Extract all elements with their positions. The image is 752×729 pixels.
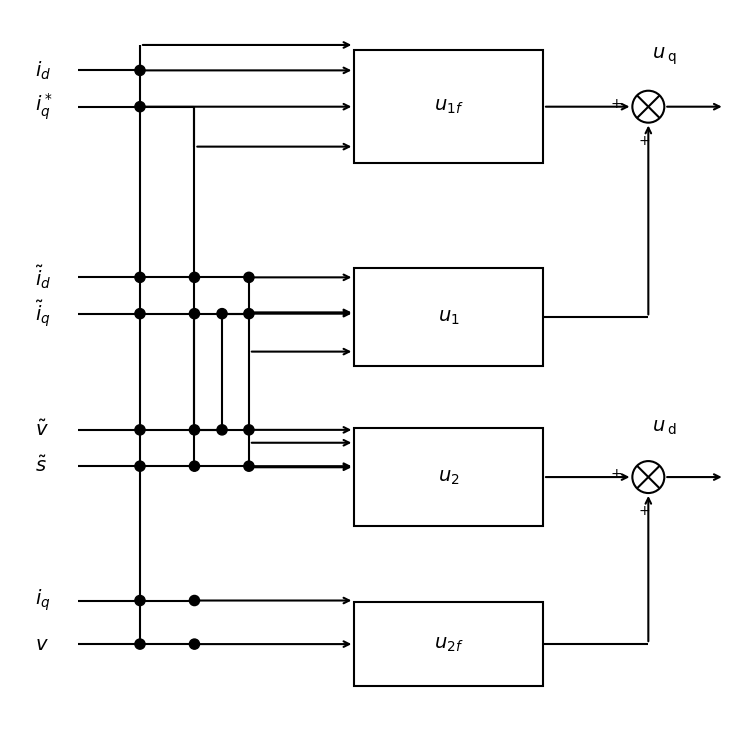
- Text: $u_{2f}$: $u_{2f}$: [434, 635, 463, 654]
- Circle shape: [190, 639, 199, 650]
- Circle shape: [135, 425, 145, 435]
- Text: $u_1$: $u_1$: [438, 308, 459, 327]
- Text: $\tilde{v}$: $\tilde{v}$: [35, 420, 48, 440]
- Circle shape: [135, 101, 145, 112]
- Circle shape: [135, 461, 145, 471]
- Circle shape: [135, 272, 145, 282]
- Circle shape: [135, 308, 145, 319]
- Circle shape: [632, 461, 664, 493]
- Text: $\tilde{i}_q$: $\tilde{i}_q$: [35, 298, 50, 329]
- Circle shape: [244, 272, 254, 282]
- Circle shape: [190, 272, 199, 282]
- Circle shape: [190, 425, 199, 435]
- FancyBboxPatch shape: [354, 428, 543, 526]
- Circle shape: [244, 308, 254, 319]
- Circle shape: [135, 596, 145, 606]
- Text: +: +: [639, 504, 650, 518]
- Text: $u\,_{\rm q}$: $u\,_{\rm q}$: [652, 45, 677, 67]
- FancyBboxPatch shape: [354, 268, 543, 366]
- Text: $v$: $v$: [35, 635, 48, 654]
- Text: $\tilde{s}$: $\tilde{s}$: [35, 456, 47, 476]
- Circle shape: [190, 461, 199, 471]
- Circle shape: [135, 639, 145, 650]
- Circle shape: [190, 308, 199, 319]
- Text: $i_d$: $i_d$: [35, 59, 51, 82]
- Text: +: +: [639, 134, 650, 148]
- FancyBboxPatch shape: [354, 602, 543, 686]
- Text: $\tilde{i}_d$: $\tilde{i}_d$: [35, 264, 51, 291]
- Text: $u_{1f}$: $u_{1f}$: [434, 97, 463, 116]
- Text: +: +: [611, 97, 622, 111]
- Text: +: +: [611, 467, 622, 481]
- Circle shape: [632, 90, 664, 122]
- Circle shape: [244, 461, 254, 471]
- Text: $i_q$: $i_q$: [35, 588, 50, 613]
- Text: $u_2$: $u_2$: [438, 467, 459, 486]
- Circle shape: [244, 425, 254, 435]
- Text: $i_q^*$: $i_q^*$: [35, 91, 53, 122]
- Circle shape: [190, 596, 199, 606]
- Circle shape: [135, 66, 145, 76]
- Text: $u\,_{\rm d}$: $u\,_{\rm d}$: [652, 418, 677, 437]
- Circle shape: [217, 308, 227, 319]
- Circle shape: [217, 425, 227, 435]
- FancyBboxPatch shape: [354, 50, 543, 163]
